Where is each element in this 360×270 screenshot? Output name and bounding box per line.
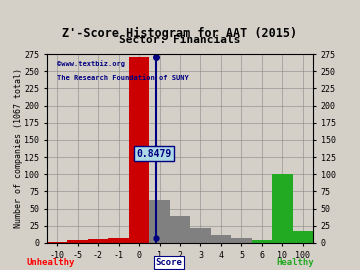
Bar (252, 239, 272, 243)
Bar (88, 239, 108, 243)
Y-axis label: Number of companies (1067 total): Number of companies (1067 total) (14, 69, 23, 228)
Bar (67, 239, 88, 243)
Bar (129, 58, 149, 243)
Text: Unhealthy: Unhealthy (26, 258, 75, 267)
Title: Z'-Score Histogram for AAT (2015): Z'-Score Histogram for AAT (2015) (62, 27, 298, 40)
Bar (211, 235, 231, 243)
Text: Sector: Financials: Sector: Financials (119, 35, 241, 45)
Text: Score: Score (156, 258, 183, 267)
Bar (231, 238, 252, 243)
Bar (108, 238, 129, 243)
Text: Healthy: Healthy (276, 258, 314, 267)
Bar (293, 231, 313, 243)
Bar (47, 242, 67, 243)
Text: ©www.textbiz.org: ©www.textbiz.org (58, 60, 125, 67)
Text: 0.8479: 0.8479 (137, 149, 172, 159)
Text: The Research Foundation of SUNY: The Research Foundation of SUNY (58, 75, 189, 81)
Bar (149, 200, 170, 243)
Bar (170, 215, 190, 243)
Bar (190, 228, 211, 243)
Bar (272, 174, 293, 243)
